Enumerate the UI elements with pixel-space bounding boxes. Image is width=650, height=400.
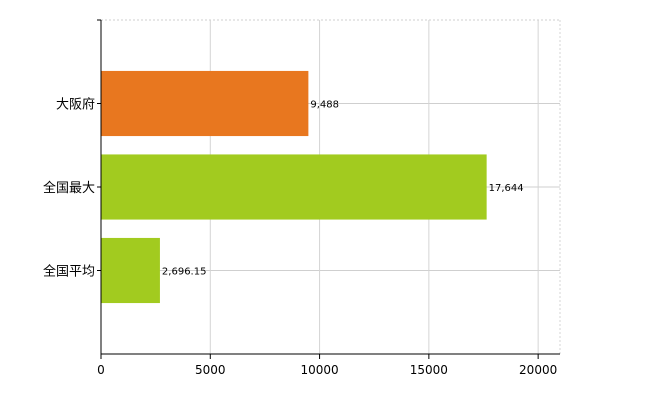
data-label: 17,644 — [489, 183, 524, 194]
x-tick-label: 15000 — [410, 363, 448, 377]
bar — [101, 70, 309, 137]
bar — [101, 154, 487, 220]
x-tick-label: 20000 — [519, 363, 557, 377]
labels-group: 9,488 大阪府 17,644 全国最大 2,696.15 全国平均 0 5000 10000… — [43, 98, 557, 378]
x-tick-label: 5000 — [195, 363, 226, 377]
data-label: 2,696.15 — [162, 267, 207, 278]
category-label: 大阪府 — [56, 98, 95, 113]
category-label: 全国最大 — [43, 180, 95, 196]
x-tick-label: 10000 — [300, 363, 338, 377]
data-label: 9,488 — [310, 100, 339, 111]
bars-group — [101, 70, 487, 304]
x-tick-label: 0 — [97, 363, 105, 377]
axes-group — [97, 19, 560, 359]
category-label: 全国平均 — [43, 264, 95, 280]
bar — [101, 237, 160, 304]
